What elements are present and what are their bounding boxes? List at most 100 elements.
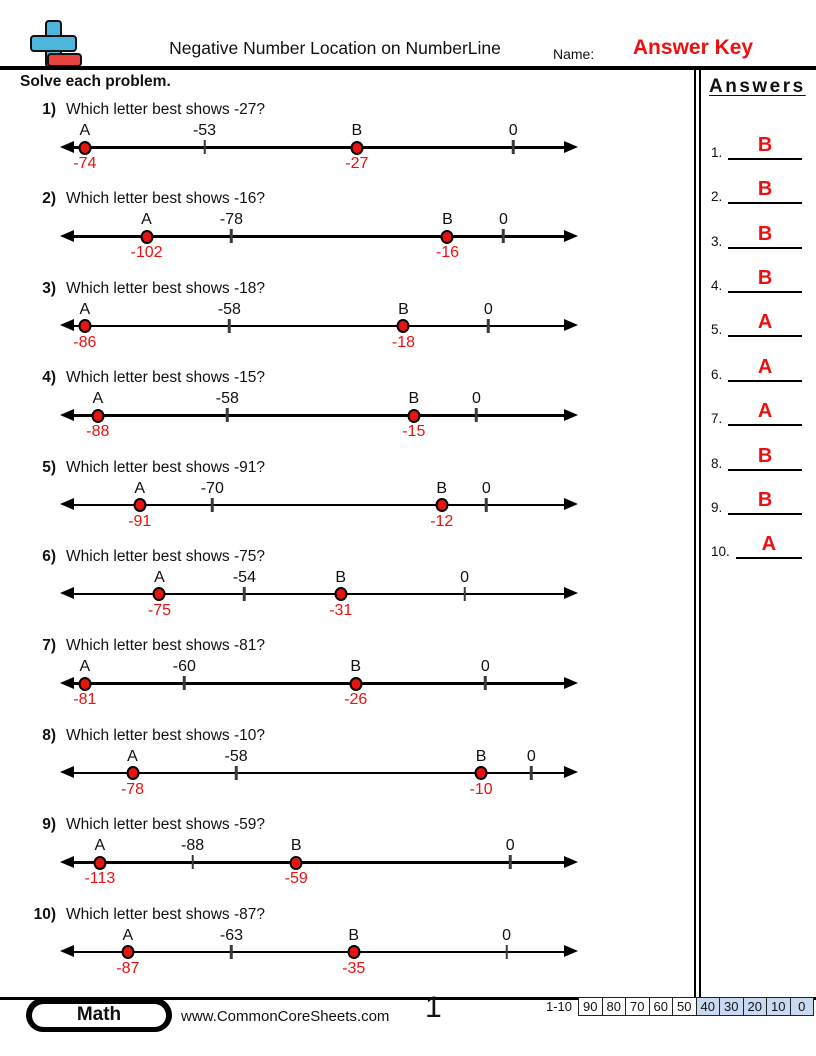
number-line-axis [65, 235, 573, 238]
axis-tick [512, 140, 515, 154]
problem-number: 4) [42, 369, 56, 387]
point-value-label: -15 [402, 423, 426, 441]
arrow-right-icon [564, 587, 578, 600]
problem-question-row: 8) Which letter best shows -10? [22, 722, 682, 745]
point-top-label: 0 [498, 211, 508, 229]
axis-tick [230, 944, 233, 959]
axis-tick [183, 676, 186, 691]
problem-question: Which letter best shows -59? [66, 816, 266, 834]
point-dot [78, 319, 92, 334]
answer-letter: A [761, 533, 777, 556]
number-line-axis [65, 146, 573, 149]
number-line: A -87 -63 B -35 0 [60, 926, 578, 984]
axis-tick [475, 408, 478, 423]
answer-item: 9. B [701, 471, 816, 516]
point-value-label: -87 [116, 959, 140, 977]
arrow-left-icon [60, 945, 74, 958]
point-top-label: B [436, 479, 448, 497]
point-top-label: 0 [526, 747, 536, 765]
name-label: Name: [553, 46, 595, 62]
point-value-label: -35 [342, 959, 366, 977]
answer-blank: B [728, 446, 802, 471]
problem-question-row: 1) Which letter best shows -27? [22, 96, 682, 119]
answer-letter: A [757, 355, 773, 378]
number-line: A -78 -58 B -10 0 [60, 747, 578, 805]
axis-tick [505, 944, 508, 959]
problem: 4) Which letter best shows -15? A -88 -58 B -1… [22, 364, 682, 453]
page-number: 1 [425, 991, 442, 1024]
answer-item: 3. B [701, 204, 816, 249]
problem: 5) Which letter best shows -91? A -91 -70 B -1… [22, 454, 682, 543]
number-line: A -81 -60 B -26 0 [60, 657, 578, 715]
point-dot [93, 855, 107, 870]
point-top-label: A [122, 926, 134, 944]
point-top-label: B [442, 211, 453, 229]
answer-number: 5. [711, 322, 723, 338]
problem-question: Which letter best shows -75? [66, 547, 266, 565]
answer-blank: B [728, 490, 802, 516]
number-line-axis [65, 950, 573, 954]
problem-question-row: 2) Which letter best shows -16? [22, 185, 682, 208]
point-value-label: -16 [435, 244, 460, 262]
number-line: A -75 -54 B -31 0 [60, 568, 578, 626]
point-top-label: 0 [502, 926, 511, 944]
point-top-label: 0 [480, 658, 490, 676]
point-top-label: 0 [472, 390, 481, 408]
point-top-label: A [154, 568, 165, 586]
arrow-left-icon [60, 766, 74, 779]
answers-title: Answers [709, 75, 806, 97]
point-top-label: A [127, 747, 138, 765]
subject-badge: Math [26, 998, 172, 1032]
point-value-label: -113 [84, 870, 116, 888]
point-top-label: A [94, 837, 106, 855]
score-cell: 30 [720, 998, 744, 1015]
answer-item: 2. B [701, 160, 816, 205]
arrow-right-icon [564, 766, 578, 779]
problem-number: 8) [42, 726, 56, 744]
arrow-left-icon [60, 587, 74, 600]
problem-question: Which letter best shows -16? [66, 190, 266, 208]
point-value-label: -26 [344, 691, 368, 709]
point-top-label: 0 [460, 568, 469, 586]
answer-item: 8. B [701, 426, 816, 471]
point-top-label: A [79, 122, 91, 139]
problem-question: Which letter best shows -10? [66, 726, 266, 744]
point-top-label: 0 [505, 837, 515, 855]
instructions: Solve each problem. [20, 73, 171, 90]
point-dot [347, 945, 361, 960]
answer-number: 4. [711, 278, 723, 294]
axis-tick [243, 586, 246, 601]
axis-tick [226, 408, 229, 423]
point-value-label: -59 [284, 870, 308, 888]
problem-question-row: 10) Which letter best shows -87? [22, 901, 682, 924]
point-top-label: -88 [181, 837, 205, 855]
problem-number: 6) [42, 547, 56, 565]
arrow-right-icon [564, 319, 578, 332]
number-line-axis [65, 771, 573, 775]
answer-blank: A [728, 401, 802, 427]
problem-question-row: 3) Which letter best shows -18? [22, 275, 682, 298]
point-top-label: -58 [215, 390, 239, 408]
problem-question: Which letter best shows -27? [66, 101, 266, 118]
number-line-axis [65, 861, 573, 864]
point-dot [126, 766, 140, 781]
arrow-right-icon [564, 676, 578, 689]
score-range-label: 1-10 [545, 999, 572, 1014]
arrow-left-icon [60, 319, 74, 332]
answer-number: 8. [711, 455, 723, 471]
problem-question: Which letter best shows -87? [66, 905, 266, 923]
score-cell: 20 [743, 998, 767, 1015]
score-cell: 70 [626, 998, 650, 1015]
answer-number: 3. [711, 233, 723, 249]
answer-key-label: Answer Key [632, 36, 754, 59]
point-dot [152, 587, 166, 602]
number-line-axis [65, 592, 573, 596]
problem: 6) Which letter best shows -75? A -75 -54 B -3… [22, 543, 682, 632]
point-value-label: -74 [73, 155, 97, 172]
point-top-label: -54 [232, 568, 256, 586]
point-value-label: -102 [130, 244, 163, 262]
point-dot [407, 408, 421, 423]
problem: 9) Which letter best shows -59? A -113 -88 B -… [22, 811, 682, 900]
axis-tick [228, 318, 231, 333]
score-table: 90 80 70 60 50 40 30 20 10 0 [578, 997, 814, 1016]
